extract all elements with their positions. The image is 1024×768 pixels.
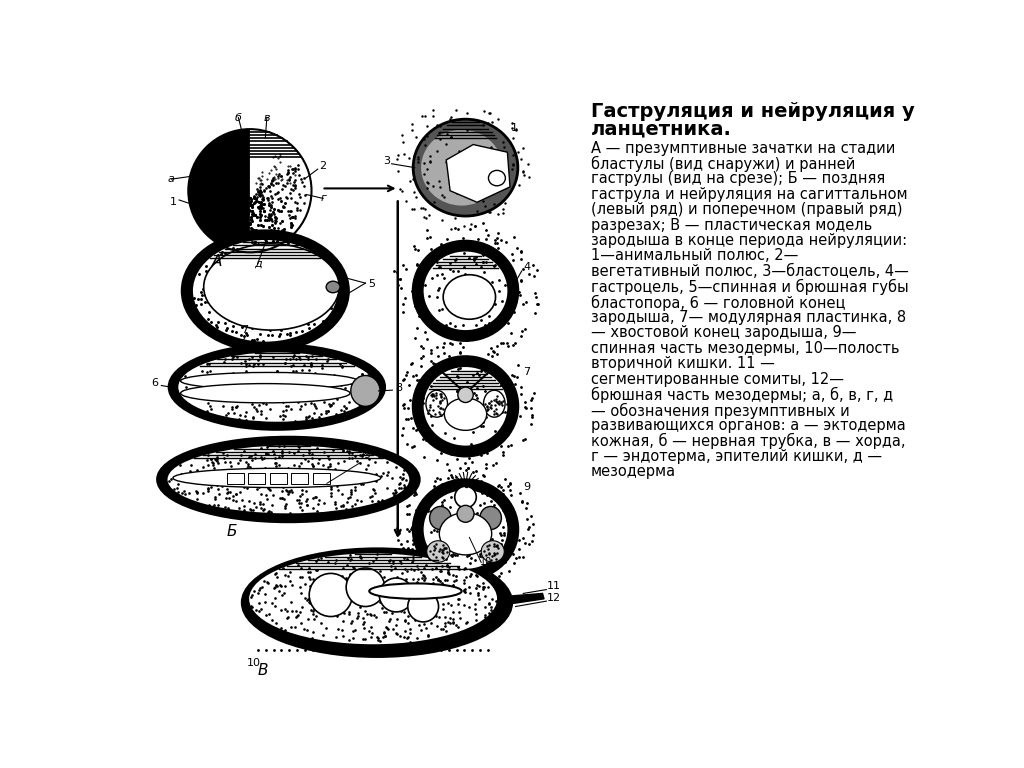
Text: 5: 5 [368, 279, 375, 289]
Ellipse shape [413, 119, 518, 216]
Text: разрезах; В — пластическая модель: разрезах; В — пластическая модель [591, 217, 872, 233]
Text: — обозначения презумптивных и: — обозначения презумптивных и [591, 402, 850, 419]
Text: 3: 3 [383, 156, 390, 166]
Ellipse shape [413, 480, 518, 579]
Ellipse shape [379, 578, 413, 612]
Text: Гаструляция и нейруляция у: Гаструляция и нейруляция у [591, 102, 914, 121]
Text: зародыша, 7— модулярная пластинка, 8: зародыша, 7— модулярная пластинка, 8 [591, 310, 906, 325]
Text: 1—анимальный полюс, 2—: 1—анимальный полюс, 2— [591, 249, 799, 263]
Text: б: б [234, 113, 242, 123]
Text: гаструла и нейруляция на сагиттальном: гаструла и нейруляция на сагиттальном [591, 187, 907, 202]
Text: гаструлы (вид на срезе); Б — поздняя: гаструлы (вид на срезе); Б — поздняя [591, 171, 886, 187]
Ellipse shape [443, 275, 496, 319]
Ellipse shape [408, 591, 438, 622]
Ellipse shape [180, 383, 350, 403]
Ellipse shape [204, 244, 339, 330]
Circle shape [457, 505, 474, 522]
Text: бластулы (вид снаружи) и ранней: бластулы (вид снаружи) и ранней [591, 156, 855, 172]
Text: (левый ряд) и поперечном (правый ряд): (левый ряд) и поперечном (правый ряд) [591, 202, 902, 217]
Ellipse shape [481, 541, 504, 562]
Ellipse shape [424, 252, 508, 330]
Text: вторичной кишки. 11 —: вторичной кишки. 11 — [591, 356, 775, 371]
Text: г: г [321, 194, 326, 204]
Ellipse shape [243, 549, 512, 657]
Text: 12: 12 [547, 593, 561, 603]
Bar [292, 473, 308, 484]
Ellipse shape [326, 281, 340, 293]
Text: 10: 10 [247, 658, 261, 668]
Ellipse shape [180, 372, 357, 389]
Text: д: д [254, 259, 261, 269]
Text: — хвостовой конец зародыша, 9—: — хвостовой конец зародыша, 9— [591, 326, 856, 340]
Text: 9: 9 [523, 482, 530, 492]
Text: 8: 8 [395, 383, 402, 393]
Ellipse shape [426, 390, 447, 417]
Ellipse shape [413, 241, 518, 340]
Text: 1: 1 [169, 197, 176, 207]
Ellipse shape [488, 170, 506, 186]
Ellipse shape [193, 240, 338, 342]
Polygon shape [504, 594, 544, 604]
Ellipse shape [421, 130, 502, 206]
Text: сегментированные сомиты, 12—: сегментированные сомиты, 12— [591, 372, 844, 386]
Text: мезодерма: мезодерма [591, 464, 676, 479]
Text: ланцетника.: ланцетника. [591, 119, 732, 138]
Ellipse shape [158, 437, 419, 521]
Ellipse shape [178, 353, 376, 422]
Text: зародыша в конце периода нейруляции:: зародыша в конце периода нейруляции: [591, 233, 907, 248]
Ellipse shape [370, 584, 462, 599]
Text: кожная, б — нервная трубка, в — хорда,: кожная, б — нервная трубка, в — хорда, [591, 433, 905, 449]
Text: 2: 2 [319, 161, 327, 171]
Ellipse shape [424, 367, 508, 445]
Ellipse shape [483, 390, 505, 417]
Circle shape [458, 387, 473, 402]
Text: бластопора, 6 — головной конец: бластопора, 6 — головной конец [591, 295, 846, 311]
Polygon shape [188, 129, 250, 253]
Text: А: А [211, 254, 222, 269]
Ellipse shape [424, 490, 508, 569]
Polygon shape [446, 144, 510, 202]
Text: 11: 11 [547, 581, 561, 591]
Text: 10: 10 [480, 557, 493, 567]
Text: 6: 6 [152, 378, 159, 388]
Bar [313, 473, 330, 484]
Text: г — эндотерма, эпителий кишки, д —: г — эндотерма, эпителий кишки, д — [591, 449, 882, 464]
Bar [226, 473, 244, 484]
Text: А — презумптивные зачатки на стадии: А — презумптивные зачатки на стадии [591, 141, 895, 156]
Text: 7: 7 [241, 325, 248, 335]
Ellipse shape [439, 512, 492, 555]
Text: 4: 4 [523, 262, 530, 272]
Ellipse shape [430, 506, 452, 530]
Bar [249, 473, 265, 484]
Text: 1: 1 [511, 123, 517, 133]
Ellipse shape [444, 398, 486, 430]
Ellipse shape [413, 356, 518, 456]
Bar [270, 473, 287, 484]
Ellipse shape [173, 468, 381, 488]
Text: 9: 9 [364, 450, 371, 460]
Text: Б: Б [226, 524, 238, 538]
Ellipse shape [168, 445, 410, 513]
Ellipse shape [455, 486, 476, 508]
Text: а: а [168, 174, 175, 184]
Ellipse shape [351, 376, 380, 406]
Ellipse shape [169, 345, 385, 429]
Ellipse shape [346, 568, 385, 607]
Text: брюшная часть мезодермы; а, б, в, г, д: брюшная часть мезодермы; а, б, в, г, д [591, 387, 893, 403]
Ellipse shape [249, 554, 497, 644]
Text: В: В [258, 663, 268, 678]
Text: спинная часть мезодермы, 10—полость: спинная часть мезодермы, 10—полость [591, 341, 899, 356]
Ellipse shape [182, 230, 348, 351]
Ellipse shape [427, 541, 450, 562]
Ellipse shape [309, 574, 352, 617]
Ellipse shape [480, 506, 502, 530]
Text: вегетативный полюс, 3—бластоцель, 4—: вегетативный полюс, 3—бластоцель, 4— [591, 264, 909, 279]
Text: в: в [263, 113, 270, 123]
Text: развивающихся органов: а — эктодерма: развивающихся органов: а — эктодерма [591, 418, 906, 433]
Text: 7: 7 [523, 367, 530, 377]
Text: гастроцель, 5—спинная и брюшная губы: гастроцель, 5—спинная и брюшная губы [591, 280, 908, 296]
